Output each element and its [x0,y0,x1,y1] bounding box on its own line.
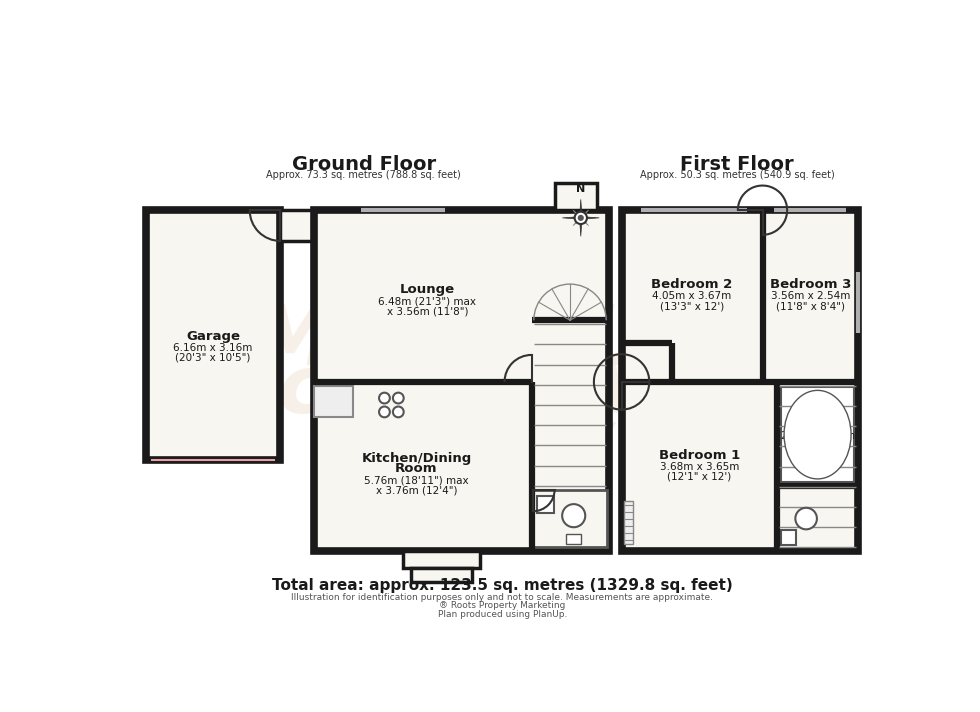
Circle shape [574,211,587,224]
Circle shape [393,393,404,404]
Text: 6.16m x 3.16m: 6.16m x 3.16m [173,342,253,353]
Bar [566,534,581,543]
Text: 3.68m x 3.65m: 3.68m x 3.65m [660,461,739,471]
Bar [279,210,316,241]
Bar [403,551,480,568]
Bar [781,530,797,545]
Bar [781,387,855,482]
Text: Bathroom: Bathroom [785,420,850,434]
Polygon shape [573,220,578,226]
Polygon shape [580,222,582,236]
Bar [146,210,280,461]
Text: (12'1" x 12'): (12'1" x 12') [667,471,731,481]
Bar [555,183,597,210]
Circle shape [578,215,584,221]
Bar [411,568,472,582]
Text: Total area: approx. 123.5 sq. metres (1329.8 sq. feet): Total area: approx. 123.5 sq. metres (13… [271,578,733,593]
Text: Lounge: Lounge [400,283,455,296]
Circle shape [563,504,585,527]
Polygon shape [573,210,578,216]
Circle shape [796,508,817,529]
Text: Bedroom 1: Bedroom 1 [659,449,740,461]
Circle shape [393,407,404,417]
Text: McTAGGART: McTAGGART [198,352,745,430]
Text: Garage: Garage [186,330,240,342]
Ellipse shape [784,390,851,479]
Bar [624,501,633,543]
Text: 3.56m x 2.54m: 3.56m x 2.54m [770,291,850,301]
Text: (6'8" x 5'7"): (6'8" x 5'7") [788,440,847,450]
Bar [315,386,353,417]
Text: Bedroom 2: Bedroom 2 [652,278,733,291]
Polygon shape [583,220,589,226]
Text: (20'3" x 10'5"): (20'3" x 10'5") [175,353,251,363]
Text: Room: Room [395,462,438,475]
Text: ® Roots Property Marketing: ® Roots Property Marketing [439,602,565,610]
Polygon shape [563,217,576,219]
Text: 2.04m x 1.70m: 2.04m x 1.70m [780,431,855,441]
Text: 4.05m x 3.67m: 4.05m x 3.67m [653,291,732,301]
Polygon shape [580,199,582,214]
Text: 5.76m (18'11") max: 5.76m (18'11") max [365,475,468,485]
Bar [315,210,609,551]
Text: Approx. 73.3 sq. metres (788.8 sq. feet): Approx. 73.3 sq. metres (788.8 sq. feet) [267,169,461,179]
Text: Illustration for identification purposes only and not to scale. Measurements are: Illustration for identification purposes… [291,593,713,602]
Text: (11'8" x 8'4"): (11'8" x 8'4") [776,301,845,311]
Bar [537,496,554,513]
Text: Bedroom 3: Bedroom 3 [769,278,851,291]
Text: 6.48m (21'3") max: 6.48m (21'3") max [378,296,476,306]
Text: MANSELL: MANSELL [251,300,692,382]
Text: Approx. 50.3 sq. metres (540.9 sq. feet): Approx. 50.3 sq. metres (540.9 sq. feet) [640,169,835,179]
Text: Kitchen/Dining: Kitchen/Dining [362,452,471,465]
Text: N: N [576,184,585,194]
Text: x 3.76m (12'4"): x 3.76m (12'4") [375,485,458,495]
Text: Ground Floor: Ground Floor [292,155,436,174]
Polygon shape [585,217,600,219]
Bar [533,490,607,548]
Bar [621,210,858,551]
Text: Trusted since 1947: Trusted since 1947 [326,421,616,449]
Text: (13'3" x 12'): (13'3" x 12') [660,301,724,311]
Text: First Floor: First Floor [680,155,794,174]
Text: x 3.56m (11'8"): x 3.56m (11'8") [386,306,468,316]
Circle shape [379,393,390,404]
Polygon shape [583,210,589,216]
Circle shape [379,407,390,417]
Text: Plan produced using PlanUp.: Plan produced using PlanUp. [437,610,567,619]
